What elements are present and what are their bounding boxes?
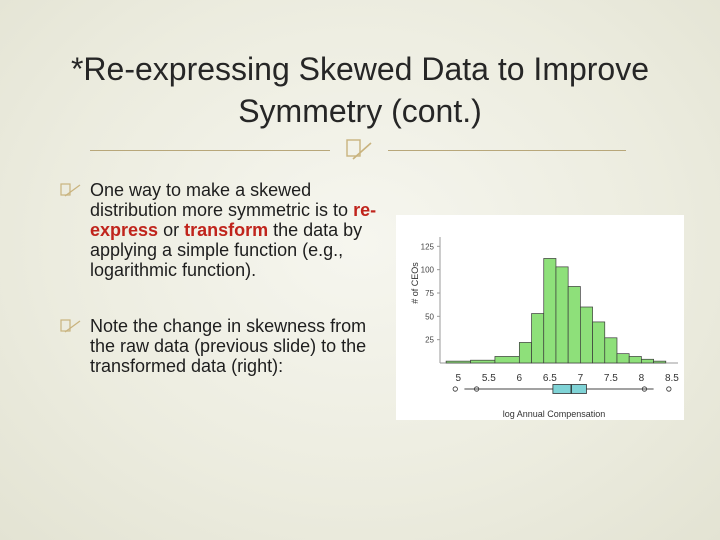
boxplot-box [552,384,587,394]
histogram-bar-13 [641,358,654,364]
x-tick-label-3: 6.5 [543,373,557,384]
x-tick-label-0: 5 [456,373,462,384]
histogram-bar-4 [531,313,545,364]
histogram-bar-14 [653,360,667,364]
bullet-item-transform: One way to make a skewed distribution mo… [60,180,390,280]
hollow-square-bullet-icon [60,319,81,333]
histogram-bar-2 [494,356,520,364]
x-axis-label: log Annual Compensation [503,409,606,419]
histogram-bar-9 [592,321,606,364]
x-tick-label-1: 5.5 [482,373,496,384]
hollow-square-ornament-icon [346,139,372,160]
x-ticks-group: 5 5.5 6 6.5 7 7.5 8 8.5 [456,373,680,384]
y-tick-label-3: 100 [421,266,435,275]
bullet-list: One way to make a skewed distribution mo… [60,180,390,376]
y-tick-label-1: 50 [425,312,434,321]
x-tick-label-4: 7 [578,373,584,384]
x-tick-label-5: 7.5 [604,373,618,384]
term-transform: transform [184,220,269,240]
boxplot-outlier-2 [641,386,648,392]
histogram-bar-0 [445,360,471,364]
boxplot-outlier-3 [666,386,672,392]
slide-title: *Re-expressing Skewed Data to Improve Sy… [70,51,650,129]
x-tick-label-6: 8 [639,373,645,384]
title-divider-right [388,150,626,151]
term-re-express: re-express [90,200,377,240]
y-tick-label-2: 75 [425,289,434,298]
bullet-text-middle: or [158,220,185,240]
x-tick-label-2: 6 [517,373,523,384]
title-divider-left [90,150,330,151]
histogram-bar-8 [580,306,593,364]
histogram-bar-5 [543,258,557,364]
histogram-bar-7 [567,286,581,364]
boxplot-group [452,384,672,394]
y-axis-label: # of CEOs [410,262,420,304]
histogram-bar-3 [518,342,532,364]
y-tick-label-4: 125 [421,242,435,251]
histogram-chart: 25 50 75 100 125 5 5.5 6 6.5 7 7.5 8 8.5 # of CEOs … [396,215,684,420]
bullet-text-before: One way to make a skewed distribution mo… [90,180,354,220]
histogram-bar-11 [616,353,630,364]
histogram-bar-12 [628,356,642,364]
histogram-bar-10 [604,337,618,364]
hollow-square-bullet-icon [60,183,81,197]
y-ticks-group: 25 50 75 100 125 [421,242,440,345]
x-tick-label-7: 8.5 [665,373,679,384]
histogram-bar-1 [470,359,496,364]
histogram-bar-6 [555,266,569,364]
y-tick-label-0: 25 [425,336,434,345]
bullet-text-after: the data by applying a simple function (… [90,220,363,280]
bullet-item-skewness: Note the change in skewness from the raw… [60,316,390,376]
boxplot-outlier-0 [452,386,458,392]
bars-group [445,258,667,364]
boxplot-outlier-1 [474,386,480,392]
bullet-text: Note the change in skewness from the raw… [90,316,367,376]
